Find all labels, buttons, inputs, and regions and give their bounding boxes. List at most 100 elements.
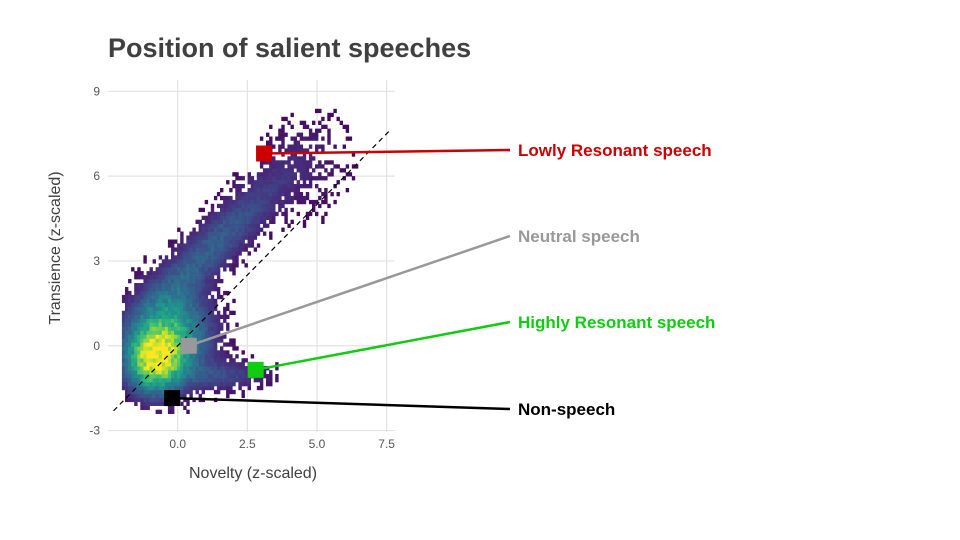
density-cell xyxy=(226,203,230,209)
density-cell xyxy=(131,389,135,395)
density-cell xyxy=(164,378,169,383)
density-cell xyxy=(137,354,141,359)
density-cell xyxy=(180,290,184,296)
density-cell xyxy=(207,338,212,343)
density-cell xyxy=(198,235,202,240)
density-cell xyxy=(226,219,230,224)
density-cell xyxy=(134,290,138,296)
density-cell xyxy=(149,294,153,300)
density-cell xyxy=(207,231,212,236)
density-cell xyxy=(253,184,258,189)
density-cell xyxy=(262,223,267,228)
density-cell xyxy=(318,128,322,133)
density-cell xyxy=(216,223,221,228)
density-cell xyxy=(210,279,215,284)
density-cell xyxy=(238,251,242,256)
density-cell xyxy=(235,172,239,177)
density-cell xyxy=(262,215,267,220)
density-cell xyxy=(171,378,175,383)
density-cell xyxy=(192,302,196,308)
density-cell xyxy=(305,168,310,173)
density-cell xyxy=(198,251,202,256)
density-cell xyxy=(149,267,153,272)
density-cell xyxy=(125,385,129,391)
density-cell xyxy=(149,401,153,406)
density-cell xyxy=(180,283,184,288)
density-cell xyxy=(321,199,325,205)
density-cell xyxy=(235,219,239,224)
density-cell xyxy=(336,116,340,122)
density-cell xyxy=(183,255,187,260)
density-cell xyxy=(351,176,356,181)
density-cell xyxy=(186,302,190,308)
density-cell xyxy=(299,120,304,125)
density-cell xyxy=(143,330,147,335)
density-cell xyxy=(174,263,178,268)
density-cell xyxy=(198,275,202,280)
density-cell xyxy=(158,306,163,312)
density-cell xyxy=(146,334,150,339)
density-cell xyxy=(177,255,181,260)
density-cell xyxy=(278,184,282,189)
density-cell xyxy=(244,370,248,375)
density-cell xyxy=(189,287,193,292)
density-cell xyxy=(241,374,245,379)
density-cell xyxy=(161,302,166,308)
density-cell xyxy=(275,199,279,205)
density-cell xyxy=(235,366,239,371)
density-cell xyxy=(269,184,273,189)
density-cell xyxy=(278,176,282,181)
y-tick-label: 0 xyxy=(93,339,100,353)
density-cell xyxy=(186,279,190,284)
density-cell xyxy=(299,172,304,177)
density-cell xyxy=(315,144,319,149)
density-cell xyxy=(128,298,132,304)
density-cell xyxy=(207,271,212,276)
density-cell xyxy=(189,393,193,399)
density-cell xyxy=(198,366,202,371)
density-cell xyxy=(207,362,212,367)
density-cell xyxy=(275,366,279,371)
density-cell xyxy=(281,176,285,181)
density-cell xyxy=(137,326,141,331)
density-cell xyxy=(186,330,190,335)
density-cell xyxy=(235,207,239,213)
density-cell xyxy=(158,374,163,379)
density-cell xyxy=(180,389,184,395)
density-cell xyxy=(327,136,331,141)
density-cell xyxy=(174,326,178,331)
density-cell xyxy=(167,283,172,288)
density-cell xyxy=(247,203,251,209)
density-cell xyxy=(308,136,313,141)
density-cell xyxy=(140,314,144,319)
density-cell xyxy=(321,219,325,224)
density-cell xyxy=(250,227,255,232)
density-cell xyxy=(235,195,239,201)
density-cell xyxy=(152,334,156,339)
density-cell xyxy=(232,227,236,232)
density-cell xyxy=(207,227,212,232)
density-cell xyxy=(183,275,187,280)
density-cell xyxy=(161,318,166,323)
density-cell xyxy=(155,385,159,391)
density-cell xyxy=(229,223,233,228)
density-cell xyxy=(275,378,279,383)
density-cell xyxy=(186,267,190,272)
density-cell xyxy=(195,279,199,284)
density-cell xyxy=(146,350,150,355)
density-cell xyxy=(275,172,279,177)
density-cell xyxy=(290,172,294,177)
density-cell xyxy=(324,176,328,181)
density-cell xyxy=(259,199,264,205)
density-cell xyxy=(281,168,285,173)
density-cell xyxy=(210,366,215,371)
density-cell xyxy=(161,358,166,363)
density-cell xyxy=(318,176,322,181)
density-cell xyxy=(220,235,224,240)
density-cell xyxy=(204,235,209,240)
density-cell xyxy=(275,164,279,169)
density-cell xyxy=(152,290,156,296)
density-cell xyxy=(161,298,166,304)
density-cell xyxy=(174,362,178,367)
density-cell xyxy=(198,231,202,236)
